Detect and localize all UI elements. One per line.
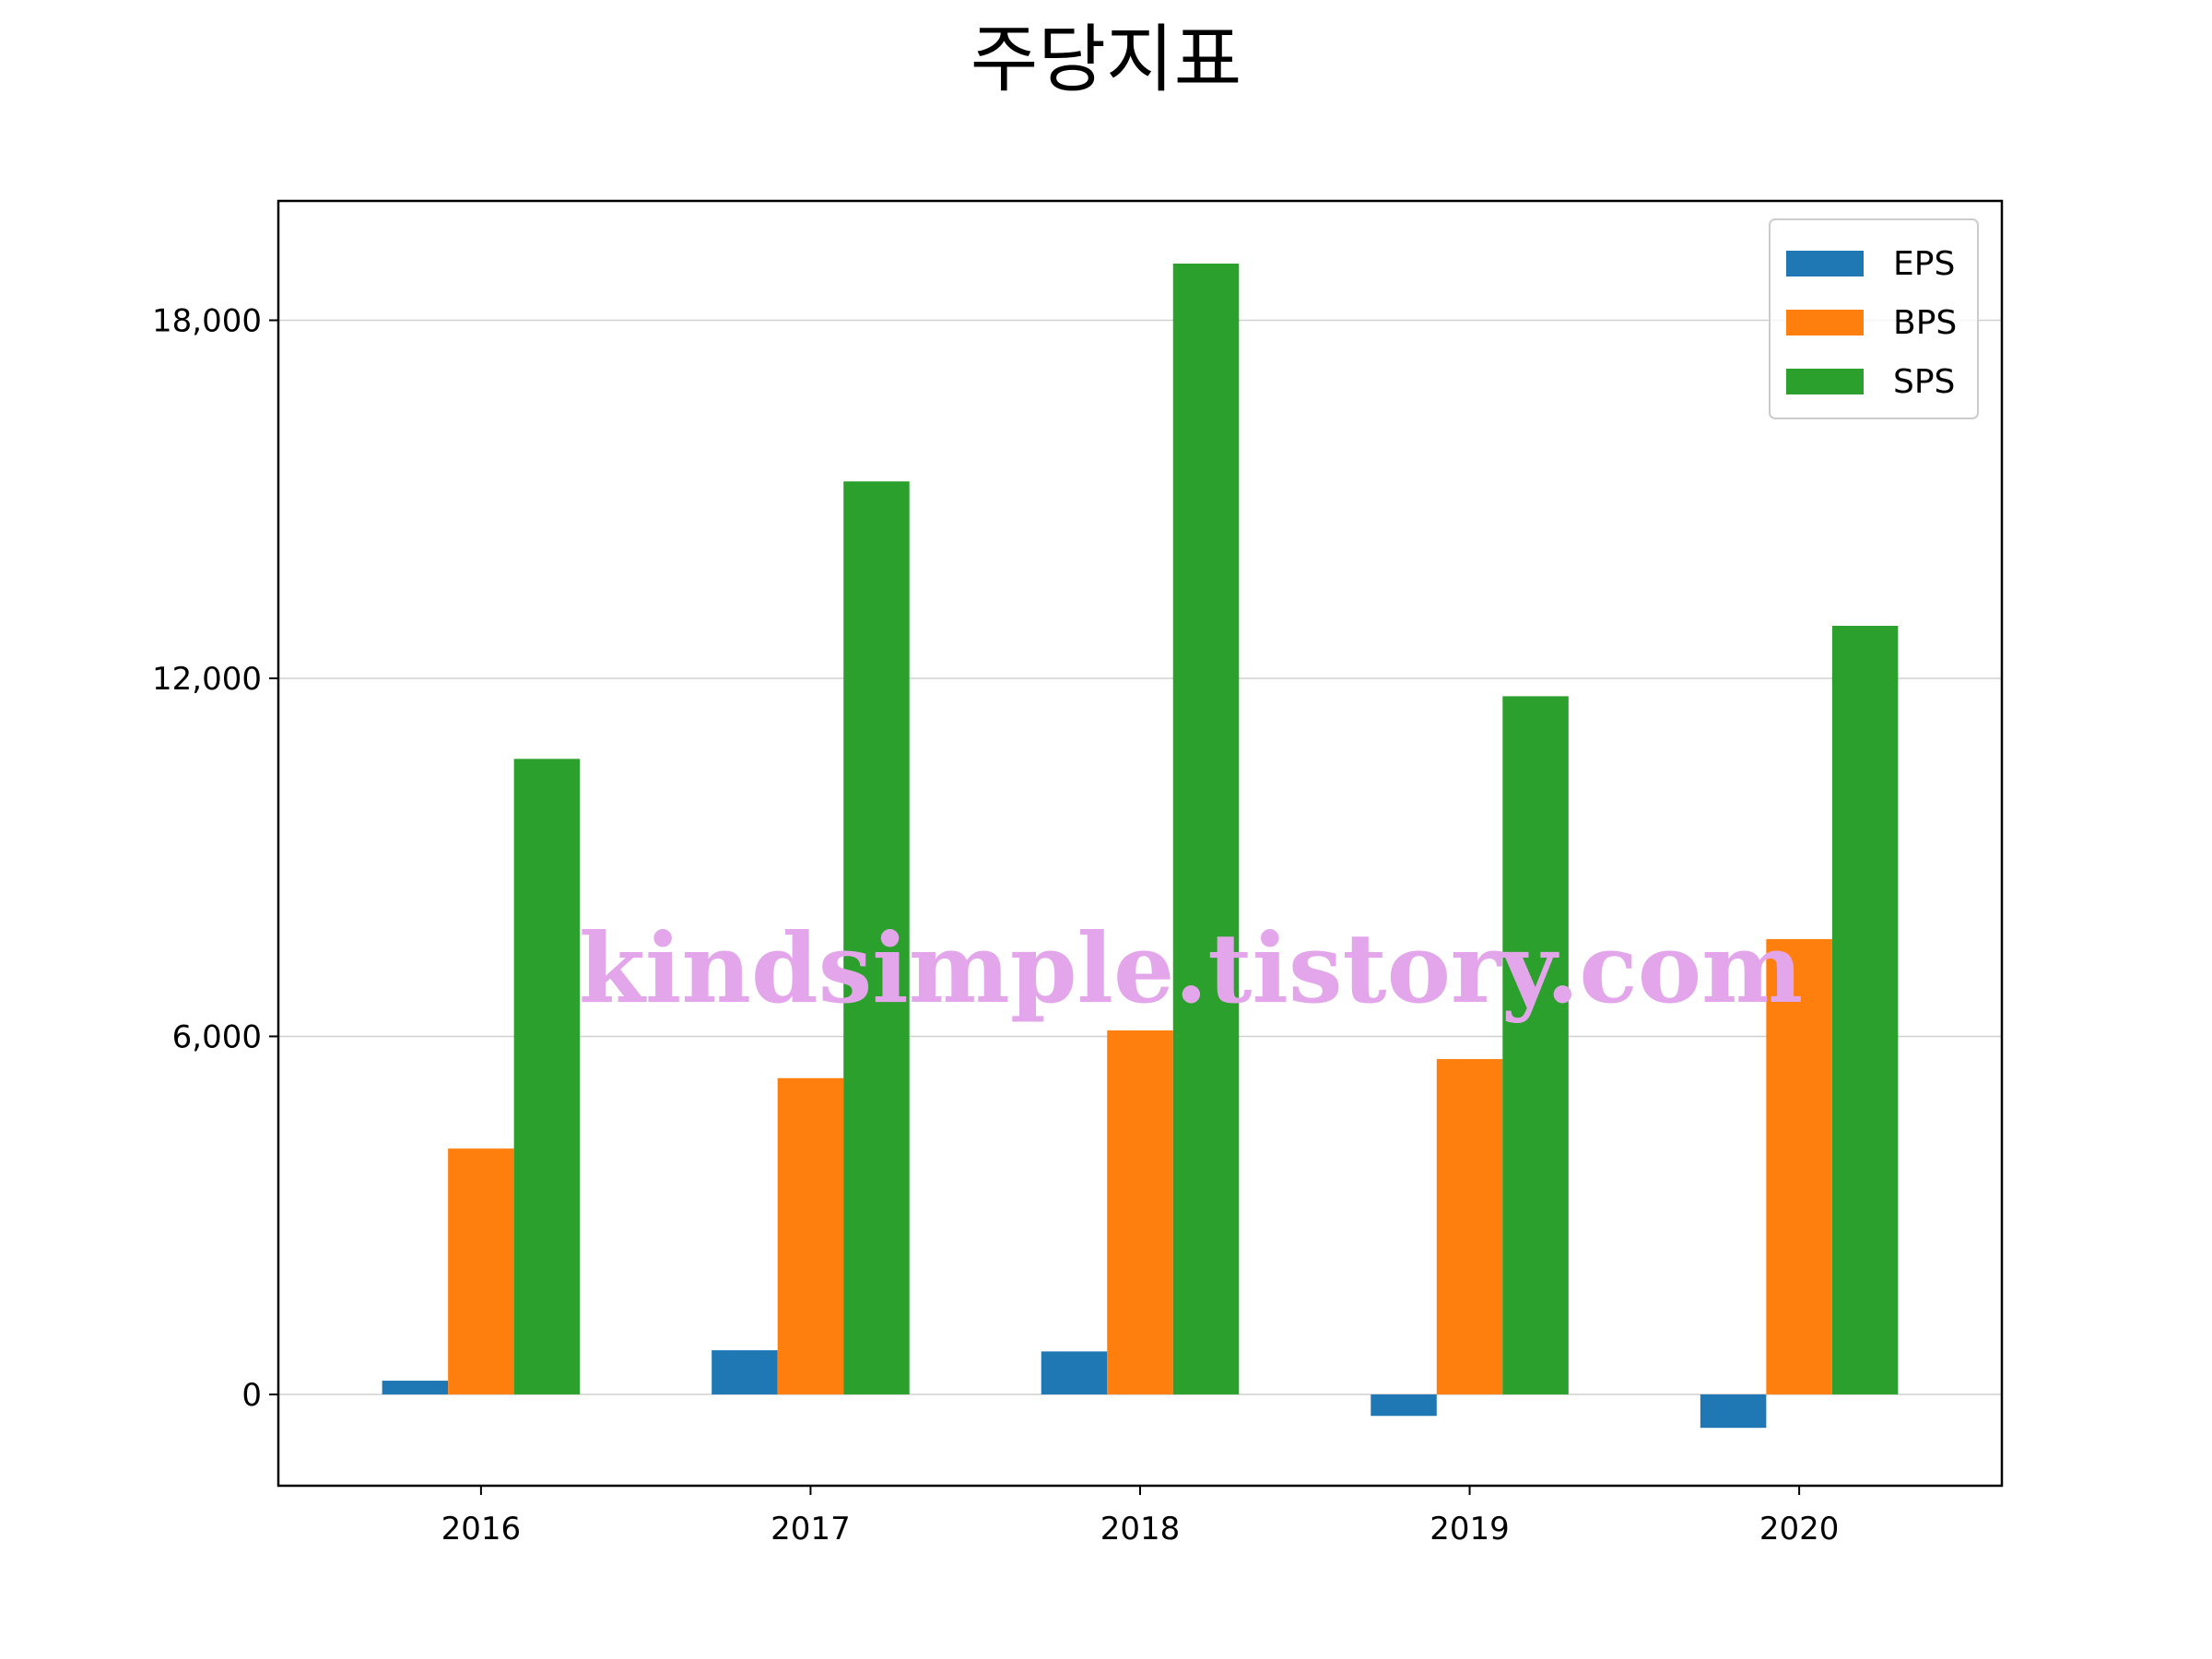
y-tick-label: 0 — [241, 1377, 262, 1414]
bar-eps-2020 — [1700, 1394, 1767, 1429]
legend-label-sps: SPS — [1893, 363, 1955, 401]
x-tick-label: 2019 — [1430, 1511, 1510, 1547]
x-tick-label: 2016 — [441, 1511, 522, 1547]
legend-swatch-bps — [1786, 310, 1864, 335]
bar-bps-2017 — [777, 1077, 844, 1394]
bar-bps-2020 — [1766, 938, 1832, 1394]
bar-bps-2018 — [1107, 1030, 1173, 1394]
x-tick-label: 2020 — [1759, 1511, 1840, 1547]
watermark-text: kindsimple.tistory.com — [579, 912, 1803, 1025]
bar-sps-2017 — [843, 481, 910, 1394]
x-tick-label: 2018 — [1100, 1511, 1181, 1547]
bar-eps-2016 — [382, 1381, 449, 1394]
bar-eps-2018 — [1041, 1351, 1108, 1394]
bar-eps-2017 — [712, 1350, 778, 1394]
bar-sps-2019 — [1502, 696, 1569, 1394]
bar-eps-2019 — [1371, 1394, 1437, 1417]
chart-title: 주당지표 — [971, 17, 1241, 102]
bar-sps-2018 — [1172, 263, 1240, 1394]
legend-swatch-eps — [1786, 251, 1864, 276]
legend-swatch-sps — [1786, 369, 1864, 394]
x-tick-label: 2017 — [771, 1511, 851, 1547]
legend: EPS BPS SPS — [1769, 218, 1979, 419]
legend-label-bps: BPS — [1893, 304, 1957, 342]
legend-label-eps: EPS — [1893, 245, 1955, 283]
bar-sps-2020 — [1831, 625, 1899, 1394]
y-tick-label: 6,000 — [172, 1018, 262, 1055]
y-tick-label: 18,000 — [152, 302, 262, 339]
bar-bps-2019 — [1436, 1059, 1503, 1394]
axes: 0 6,000 12,000 18,000 2016 2017 2018 2019 2020 — [152, 302, 1839, 1547]
watermark-layer: kindsimple.tistory.com — [579, 912, 1803, 1025]
bar-sps-2016 — [513, 759, 581, 1394]
bar-bps-2016 — [448, 1148, 514, 1394]
y-tick-label: 12,000 — [152, 661, 262, 698]
bars — [382, 263, 1899, 1429]
